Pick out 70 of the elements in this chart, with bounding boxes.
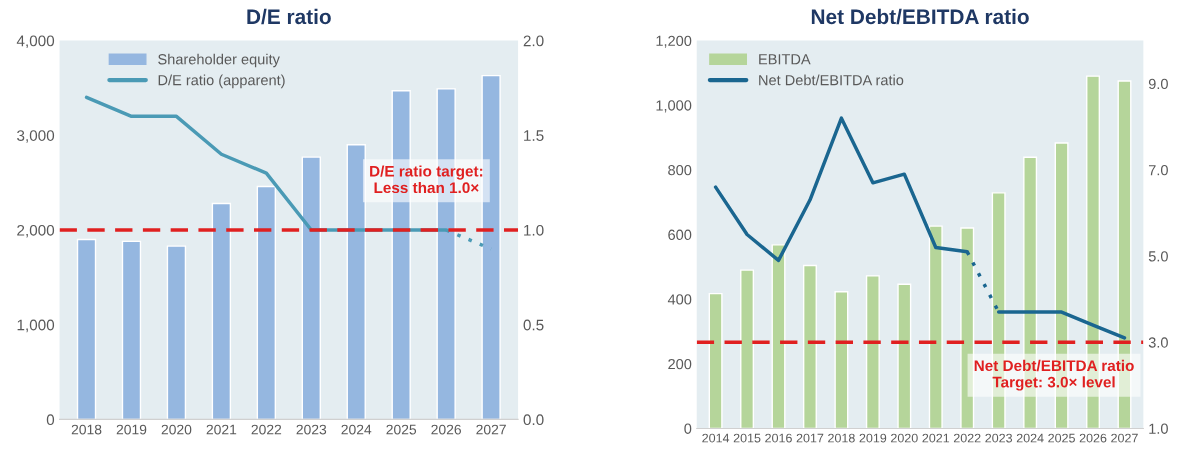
y-tick-label: 3,000 bbox=[17, 130, 55, 143]
bar bbox=[76, 238, 97, 420]
y2-tick-label: 9.0 bbox=[1148, 78, 1168, 90]
x-tick-label: 2021 bbox=[206, 424, 237, 435]
x-tick-label: 2026 bbox=[431, 424, 461, 435]
bar bbox=[346, 144, 366, 420]
x-tick-label: 2026 bbox=[1079, 433, 1107, 443]
bar bbox=[166, 245, 187, 420]
bar bbox=[301, 156, 321, 420]
bar bbox=[256, 185, 277, 420]
y2-tick-label: 7.0 bbox=[1148, 164, 1168, 176]
bar bbox=[928, 225, 943, 429]
y-tick-label: 1,000 bbox=[656, 100, 692, 113]
bar bbox=[121, 240, 142, 420]
y-tick-label: 600 bbox=[668, 229, 692, 240]
x-tick-label: 2014 bbox=[702, 433, 730, 443]
x-tick-label: 2020 bbox=[891, 433, 918, 443]
y2-tick-label: 1.5 bbox=[524, 130, 544, 141]
legend-label: Shareholder equity bbox=[158, 53, 280, 68]
x-tick-label: 2019 bbox=[859, 433, 887, 443]
x-tick-label: 2022 bbox=[251, 424, 282, 435]
x-tick-label: 2025 bbox=[1048, 433, 1075, 443]
x-tick-label: 2021 bbox=[922, 433, 950, 443]
y-tick-label: 400 bbox=[667, 294, 692, 305]
y-tick-label: 2,000 bbox=[17, 224, 55, 238]
ref-line-label: Net Debt/EBITDA ratio Target: 3.0× level bbox=[974, 359, 1134, 391]
bar bbox=[802, 264, 817, 429]
y-tick-label: 1,000 bbox=[17, 319, 55, 333]
bar bbox=[865, 275, 880, 429]
x-tick-label: 2024 bbox=[1016, 433, 1044, 443]
bar bbox=[708, 292, 723, 429]
ref-line-label: D/E ratio target: Less than 1.0× bbox=[370, 165, 483, 194]
chart-title: D/E ratio bbox=[247, 8, 331, 25]
y2-tick-label: 5.0 bbox=[1148, 251, 1168, 262]
legend-label: Net Debt/EBITDA ratio bbox=[759, 74, 904, 86]
legend-label: EBITDA bbox=[759, 54, 811, 65]
x-tick-label: 2015 bbox=[733, 433, 761, 443]
x-tick-label: 2017 bbox=[796, 433, 824, 443]
y-tick-label: 4,000 bbox=[16, 35, 55, 49]
x-tick-label: 2023 bbox=[296, 424, 327, 435]
x-tick-label: 2027 bbox=[476, 424, 506, 435]
y2-tick-label: 0.0 bbox=[523, 414, 544, 426]
x-tick-label: 2027 bbox=[1111, 433, 1138, 443]
x-tick-label: 2025 bbox=[386, 424, 417, 435]
bar bbox=[834, 291, 849, 429]
y2-tick-label: 1.0 bbox=[524, 224, 544, 236]
y2-tick-label: 3.0 bbox=[1148, 337, 1168, 348]
x-tick-label: 2024 bbox=[341, 424, 372, 435]
x-tick-label: 2020 bbox=[161, 424, 192, 435]
chart-title: Net Debt/EBITDA ratio bbox=[811, 8, 1029, 25]
x-tick-label: 2018 bbox=[71, 424, 102, 435]
bar bbox=[211, 202, 232, 420]
y2-tick-label: 1.0 bbox=[1149, 423, 1168, 434]
y-tick-label: 200 bbox=[668, 358, 692, 370]
x-tick-label: 2023 bbox=[985, 433, 1013, 443]
bar bbox=[960, 227, 975, 429]
bar bbox=[481, 74, 501, 420]
x-tick-label: 2019 bbox=[116, 424, 147, 435]
y-tick-label: 800 bbox=[668, 164, 692, 176]
bar bbox=[897, 283, 912, 429]
x-tick-label: 2018 bbox=[828, 433, 855, 443]
y-tick-label: 0 bbox=[684, 423, 692, 434]
x-tick-label: 2022 bbox=[953, 433, 981, 443]
y-tick-label: 0 bbox=[46, 414, 55, 426]
y-tick-label: 1,200 bbox=[656, 35, 692, 48]
legend-label: D/E ratio (apparent) bbox=[158, 74, 285, 89]
y2-tick-label: 0.5 bbox=[523, 319, 544, 331]
x-tick-label: 2016 bbox=[765, 433, 792, 443]
y2-tick-label: 2.0 bbox=[523, 35, 544, 47]
bar bbox=[740, 269, 755, 429]
